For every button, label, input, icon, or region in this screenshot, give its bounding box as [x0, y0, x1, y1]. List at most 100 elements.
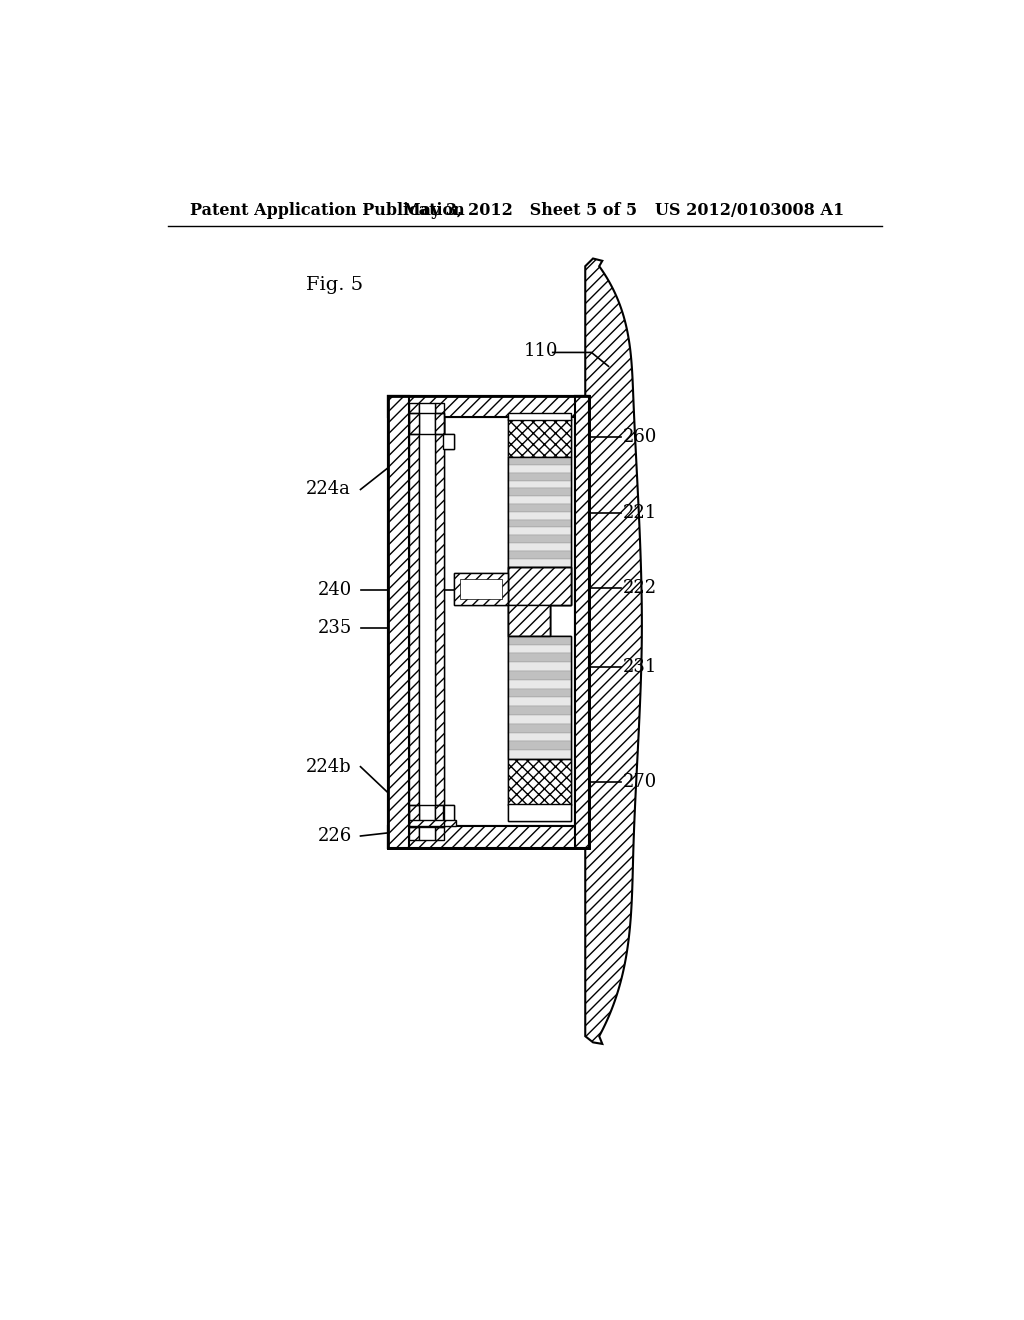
Text: 260: 260: [623, 428, 656, 446]
Bar: [508, 550, 571, 558]
Text: Fig. 5: Fig. 5: [306, 276, 364, 294]
Bar: [508, 465, 571, 473]
Bar: [435, 404, 444, 840]
Bar: [435, 412, 444, 434]
Text: 110: 110: [523, 342, 558, 360]
Bar: [508, 504, 571, 512]
Text: 231: 231: [623, 657, 656, 676]
Bar: [508, 680, 571, 689]
Bar: [508, 644, 571, 653]
Bar: [410, 404, 419, 840]
Bar: [508, 512, 571, 520]
Bar: [388, 396, 589, 847]
Bar: [410, 805, 444, 826]
Bar: [419, 404, 435, 840]
Bar: [410, 412, 444, 434]
Bar: [442, 805, 454, 821]
Bar: [454, 573, 508, 605]
Bar: [508, 723, 571, 733]
Bar: [508, 512, 571, 520]
Bar: [508, 465, 571, 473]
Bar: [508, 488, 571, 496]
Bar: [410, 404, 419, 840]
Bar: [410, 412, 444, 434]
Bar: [508, 480, 571, 488]
Text: 222: 222: [623, 579, 656, 597]
Bar: [410, 805, 419, 826]
Bar: [508, 488, 571, 496]
Bar: [508, 636, 571, 759]
Bar: [508, 697, 571, 706]
Bar: [508, 689, 571, 697]
Bar: [508, 750, 571, 759]
Bar: [460, 578, 502, 599]
Bar: [508, 457, 571, 566]
Bar: [419, 404, 435, 840]
Bar: [508, 723, 571, 733]
Bar: [508, 680, 571, 689]
Bar: [508, 706, 571, 715]
Bar: [508, 473, 571, 480]
Text: Patent Application Publication: Patent Application Publication: [190, 202, 465, 219]
Bar: [508, 480, 571, 488]
Bar: [508, 558, 571, 566]
Bar: [508, 804, 571, 821]
Bar: [508, 543, 571, 550]
Bar: [508, 636, 571, 644]
Bar: [508, 715, 571, 723]
Bar: [508, 750, 571, 759]
Bar: [508, 550, 571, 558]
Bar: [508, 566, 571, 605]
Bar: [508, 653, 571, 663]
Bar: [508, 663, 571, 671]
Bar: [508, 566, 571, 605]
Bar: [508, 671, 571, 680]
Bar: [410, 820, 456, 826]
Bar: [508, 733, 571, 742]
Bar: [508, 671, 571, 680]
Bar: [508, 457, 571, 566]
Bar: [575, 396, 589, 847]
Bar: [508, 418, 571, 457]
Bar: [508, 520, 571, 528]
Bar: [508, 558, 571, 566]
Bar: [508, 504, 571, 512]
Bar: [508, 759, 571, 805]
Bar: [508, 706, 571, 715]
Bar: [442, 805, 454, 821]
Text: 226: 226: [317, 828, 352, 845]
Text: US 2012/0103008 A1: US 2012/0103008 A1: [655, 202, 844, 219]
Bar: [410, 417, 575, 826]
Bar: [508, 496, 571, 504]
Text: 221: 221: [623, 504, 656, 521]
Bar: [508, 804, 571, 821]
Bar: [388, 396, 410, 847]
Bar: [508, 663, 571, 671]
Bar: [410, 412, 419, 434]
Bar: [508, 418, 571, 457]
Bar: [508, 697, 571, 706]
Text: 240: 240: [317, 581, 352, 598]
Bar: [435, 404, 444, 840]
Polygon shape: [586, 259, 642, 1044]
Text: 270: 270: [623, 774, 656, 791]
Bar: [575, 396, 589, 847]
Bar: [508, 412, 571, 420]
Bar: [508, 742, 571, 750]
Bar: [388, 396, 589, 847]
Bar: [508, 528, 571, 536]
Bar: [508, 536, 571, 543]
Text: May 3, 2012   Sheet 5 of 5: May 3, 2012 Sheet 5 of 5: [403, 202, 637, 219]
Bar: [460, 578, 502, 599]
Bar: [508, 636, 571, 759]
Bar: [442, 434, 454, 449]
Bar: [388, 396, 589, 417]
Bar: [508, 653, 571, 663]
Bar: [508, 457, 571, 465]
Bar: [508, 520, 571, 528]
Bar: [454, 573, 508, 605]
Bar: [508, 636, 571, 644]
Bar: [508, 605, 550, 636]
Bar: [508, 528, 571, 536]
Bar: [419, 805, 435, 826]
